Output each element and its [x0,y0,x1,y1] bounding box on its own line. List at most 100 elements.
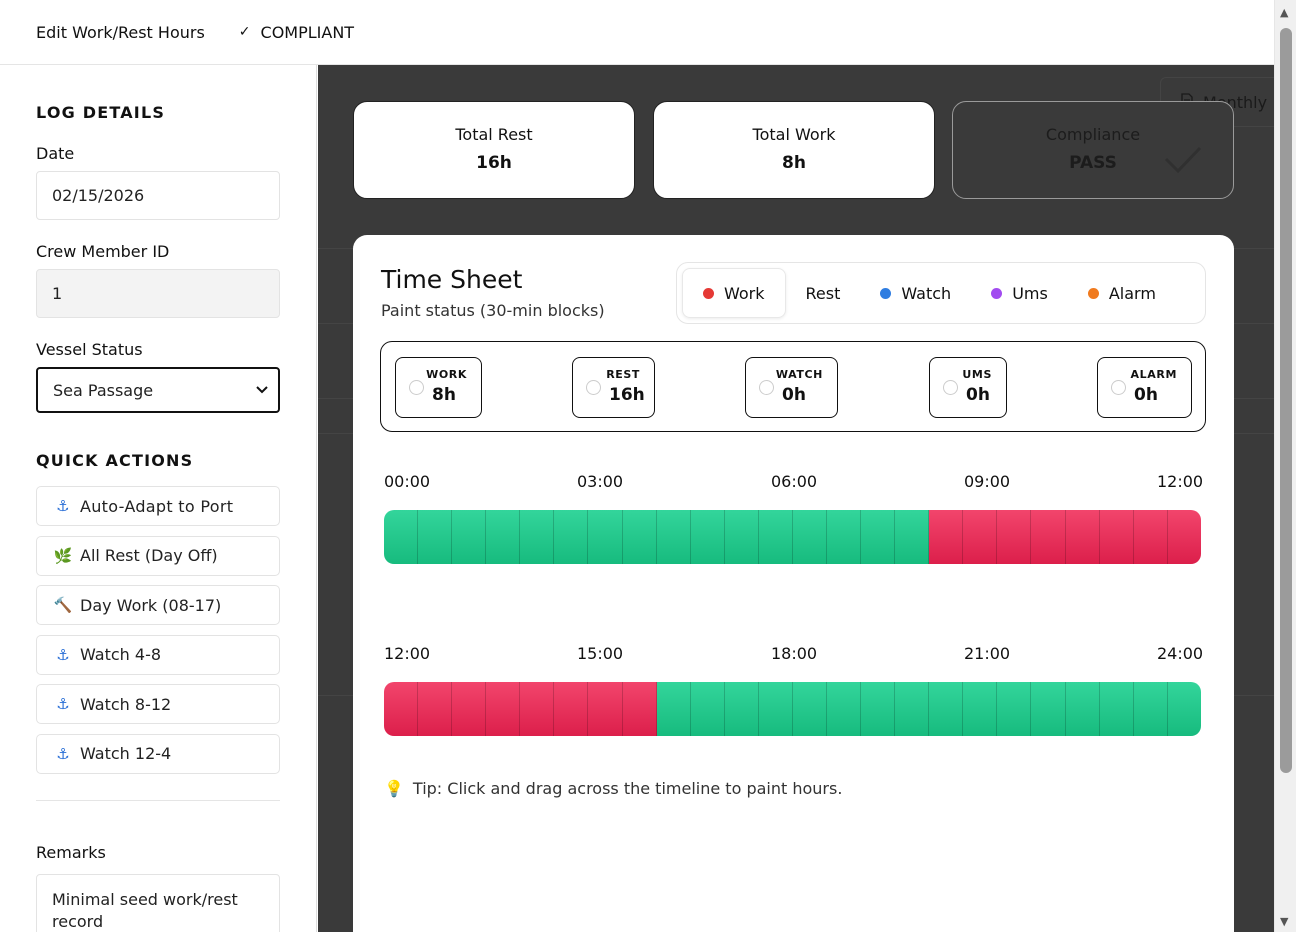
remarks-textarea[interactable]: Minimal seed work/rest record [36,873,280,932]
rest-count-chip: REST 16h [572,357,655,418]
time-block-work[interactable] [486,682,521,736]
time-block-work[interactable] [1133,510,1168,564]
watch-4-8-button[interactable]: ⚓ Watch 4-8 [36,634,280,675]
time-block-work[interactable] [452,682,487,736]
time-block-work[interactable] [1065,510,1100,564]
time-block-rest[interactable] [418,510,453,564]
legend-ums-button[interactable]: Ums [971,268,1068,318]
time-block-work[interactable] [588,682,623,736]
time-block-work[interactable] [384,682,419,736]
time-block-rest[interactable] [554,510,589,564]
time-block-work[interactable] [1099,510,1134,564]
time-block-rest[interactable] [827,682,862,736]
legend-rest-label: Rest [805,283,841,303]
vessel-status-select[interactable]: Sea Passage [36,367,280,413]
time-block-rest[interactable] [758,682,793,736]
time-block-rest[interactable] [1031,682,1066,736]
tip-text: Tip: Click and drag across the timeline … [412,779,843,798]
scrollbar-thumb[interactable] [1280,28,1292,773]
lightbulb-icon: 💡 [384,779,404,798]
time-block-rest[interactable] [486,510,521,564]
time-block-rest[interactable] [827,510,862,564]
total-work-card: Total Work 8h [653,101,935,199]
vessel-status-label: Vessel Status [36,340,143,359]
time-block-rest[interactable] [384,510,419,564]
time-block-work[interactable] [963,510,998,564]
total-rest-value: 16h [476,153,512,173]
sidebar: LOG DETAILS Date 02/15/2026 Crew Member … [0,65,317,932]
date-label: Date [36,144,75,163]
date-input[interactable]: 02/15/2026 [36,171,280,220]
crew-member-id-input[interactable]: 1 [36,269,280,318]
time-block-rest[interactable] [690,682,725,736]
time-block-work[interactable] [554,682,589,736]
log-details-title: LOG DETAILS [36,103,166,122]
remarks-label: Remarks [36,842,106,862]
time-block-rest[interactable] [895,510,930,564]
scrollbar[interactable]: ▲ ▼ [1274,0,1296,932]
time-block-work[interactable] [520,682,555,736]
time-block-work[interactable] [418,682,453,736]
ums-count-label: UMS [962,368,992,381]
time-block-rest[interactable] [1133,682,1168,736]
work-count-label: WORK [426,368,467,381]
time-block-rest[interactable] [792,510,828,564]
alarm-count-label: ALARM [1130,368,1177,381]
legend-rest-button[interactable]: Rest [786,268,861,318]
time-block-rest[interactable] [656,682,691,736]
time-block-work[interactable] [1167,510,1201,564]
tick-label: 12:00 [384,644,431,663]
time-block-rest[interactable] [724,682,759,736]
hammer-icon: 🔨 [53,596,73,614]
legend-work-button[interactable]: Work [682,268,786,318]
time-block-rest[interactable] [588,510,623,564]
time-block-work[interactable] [929,510,964,564]
tick-label: 15:00 [577,644,624,663]
timeline-row-pm[interactable] [384,682,1201,736]
anchor-icon: ⚓ [56,497,70,515]
day-work-label: Day Work (08-17) [80,595,222,615]
watch-dot-icon [880,287,892,299]
time-block-rest[interactable] [895,682,930,736]
time-block-work[interactable] [997,510,1032,564]
time-block-rest[interactable] [861,682,896,736]
all-rest-label: All Rest (Day Off) [80,546,218,565]
timeline-row-am[interactable] [384,510,1201,564]
scroll-down-arrow-icon[interactable]: ▼ [1280,915,1289,928]
rest-count-value: 16h [609,385,645,405]
time-block-rest[interactable] [520,510,555,564]
time-block-rest[interactable] [1099,682,1134,736]
time-block-rest[interactable] [861,510,896,564]
time-block-rest[interactable] [622,510,657,564]
legend-watch-button[interactable]: Watch [860,268,971,318]
all-rest-button[interactable]: 🌿 All Rest (Day Off) [36,535,280,576]
time-block-rest[interactable] [758,510,793,564]
legend-alarm-button[interactable]: Alarm [1068,268,1176,318]
time-block-rest[interactable] [997,682,1032,736]
time-block-rest[interactable] [1065,682,1100,736]
day-work-button[interactable]: 🔨 Day Work (08-17) [36,585,280,625]
compliance-status: ✓ COMPLIANT [239,23,354,42]
time-block-rest[interactable] [690,510,725,564]
work-count-value: 8h [432,385,456,405]
circle-icon [409,380,424,395]
watch-count-label: WATCH [775,368,823,381]
time-block-rest[interactable] [656,510,691,564]
time-block-rest[interactable] [792,682,828,736]
time-block-rest[interactable] [452,510,487,564]
time-block-work[interactable] [622,682,657,736]
time-block-rest[interactable] [1167,682,1201,736]
time-block-rest[interactable] [929,682,964,736]
modal-title: Edit Work/Rest Hours [36,22,205,42]
alarm-count-value: 0h [1134,385,1158,405]
total-rest-card: Total Rest 16h [353,101,635,199]
tick-label: 03:00 [577,472,624,491]
auto-adapt-to-port-button[interactable]: ⚓ Auto-Adapt to Port [36,486,280,526]
scroll-up-arrow-icon[interactable]: ▲ [1280,6,1289,19]
watch-8-12-button[interactable]: ⚓ Watch 8-12 [36,684,280,724]
tick-label: 24:00 [1157,644,1204,663]
time-block-rest[interactable] [963,682,998,736]
time-block-work[interactable] [1031,510,1066,564]
watch-12-4-button[interactable]: ⚓ Watch 12-4 [36,733,280,774]
time-block-rest[interactable] [724,510,759,564]
